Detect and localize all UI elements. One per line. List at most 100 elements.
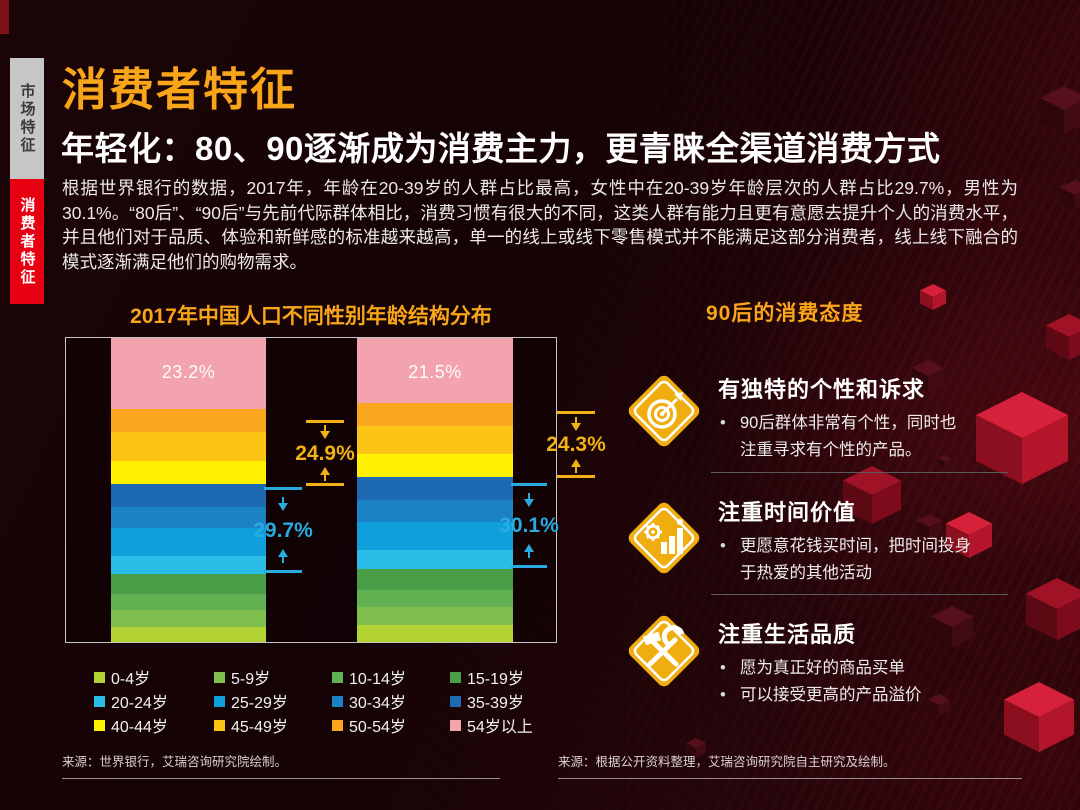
bracket-value: 30.1%: [499, 514, 559, 537]
bar-segment-男性-0-4岁: [357, 624, 513, 642]
decor-cube: [1026, 578, 1080, 640]
bracket-tick: [511, 565, 547, 568]
bar-segment-女性-5-9岁: [111, 610, 266, 627]
attitude-bullet: 可以接受更高的产品溢价: [712, 682, 992, 709]
attitude-heading-1: 有独特的个性和诉求: [718, 377, 926, 402]
legend-swatch: [94, 695, 105, 707]
bracket-male-40-54: 24.3%: [546, 411, 606, 478]
legend-item: 45-49岁: [214, 716, 332, 736]
bar-segment-女性-35-39岁: [111, 484, 266, 507]
time-value-icon: [620, 494, 708, 587]
bar-segment-女性-15-19岁: [111, 574, 266, 595]
legend-swatch: [332, 719, 343, 731]
legend-label: 10-14岁: [349, 671, 406, 688]
page-title: 消费者特征: [62, 64, 298, 115]
chart-title: 2017年中国人口不同性别年龄结构分布: [130, 305, 492, 328]
legend-label: 50-54岁: [349, 719, 406, 736]
legend-label: 5-9岁: [231, 671, 271, 688]
bar-segment-男性-30-34岁: [357, 500, 513, 522]
sidebar-tab-consumer[interactable]: 消费者特征: [10, 179, 44, 304]
attitudes-title: 90后的消费态度: [706, 302, 864, 325]
legend-item: 0-4岁: [94, 668, 214, 688]
bracket-male-20-39: 30.1%: [499, 483, 559, 568]
legend-label: 54岁以上: [467, 719, 533, 736]
legend-item: 5-9岁: [214, 668, 332, 688]
legend-swatch: [332, 671, 343, 683]
source-left: 来源：世界银行，艾瑞咨询研究院绘制。: [62, 755, 288, 769]
bar-segment-女性-10-14岁: [111, 594, 266, 611]
legend-item: 30-34岁: [332, 692, 450, 712]
arrow-down-icon: [523, 493, 535, 508]
legend-label: 0-4岁: [111, 671, 151, 688]
bracket-tick: [557, 475, 595, 478]
bar-segment-女性-30-34岁: [111, 506, 266, 528]
bar-segment-男性-50-54岁: [357, 403, 513, 426]
arrow-down-icon: [319, 425, 331, 440]
bracket-tick: [306, 483, 344, 486]
legend-swatch: [450, 719, 461, 731]
bracket-tick: [557, 411, 595, 414]
legend-item: 20-24岁: [94, 692, 214, 712]
legend-item: 10-14岁: [332, 668, 450, 688]
legend-label: 40-44岁: [111, 719, 168, 736]
bar-male: 21.5%: [357, 338, 513, 642]
bar-segment-男性-40-44岁: [357, 454, 513, 478]
bar-segment-男性-15-19岁: [357, 568, 513, 590]
attitude-heading-3: 注重生活品质: [718, 622, 857, 647]
attitude-bullets-1: 90后群体非常有个性，同时也注重寻求有个性的产品。: [712, 410, 970, 464]
bracket-tick: [511, 483, 547, 486]
legend-label: 15-19岁: [467, 671, 524, 688]
legend-item: 40-44岁: [94, 716, 214, 736]
attitude-bullet: 更愿意花钱买时间，把时间投身于热爱的其他活动: [712, 533, 978, 587]
bar-top-label-female: 23.2%: [161, 362, 216, 382]
attitude-bullets-3: 愿为真正好的商品买单 可以接受更高的产品溢价: [712, 655, 992, 709]
decor-cube: [912, 360, 944, 392]
attitude-heading-2: 注重时间价值: [718, 500, 857, 525]
bracket-value: 24.9%: [295, 441, 355, 465]
decor-cube: [931, 606, 973, 648]
legend-swatch: [450, 671, 461, 683]
bracket-tick: [264, 487, 302, 490]
legend-swatch: [214, 719, 225, 731]
legend-swatch: [94, 719, 105, 731]
divider: [711, 472, 1008, 473]
legend-item: 35-39岁: [450, 692, 600, 712]
bar-segment-女性-40-44岁: [111, 460, 266, 485]
bar-segment-男性-20-24岁: [357, 550, 513, 569]
arrow-up-icon: [570, 458, 582, 473]
bar-segment-男性-5-9岁: [357, 606, 513, 625]
population-chart: 23.2% 21.5%: [65, 337, 557, 643]
bracket-tick: [264, 570, 302, 573]
sidebar-tab-market[interactable]: 市场特征: [10, 58, 44, 179]
bar-segment-男性-45-49岁: [357, 425, 513, 455]
intro-paragraph: 根据世界银行的数据，2017年，年龄在20-39岁的人群占比最高，女性中在20-…: [62, 178, 1018, 272]
bar-segment-男性-25-29岁: [357, 521, 513, 551]
bar-top-label-male: 21.5%: [408, 362, 462, 382]
decor-cube: [686, 738, 706, 758]
source-right-line: [558, 778, 1022, 779]
bar-segment-女性-50-54岁: [111, 408, 266, 432]
legend-label: 20-24岁: [111, 695, 168, 712]
decor-cube: [920, 284, 946, 310]
bar-segment-女性-54岁以上: [111, 338, 266, 409]
arrow-up-icon: [523, 543, 535, 558]
legend-label: 30-34岁: [349, 695, 406, 712]
legend-swatch: [214, 695, 225, 707]
legend-swatch: [214, 671, 225, 683]
legend-swatch: [450, 695, 461, 707]
bar-segment-女性-45-49岁: [111, 431, 266, 461]
bracket-female-20-39: 29.7%: [253, 487, 313, 573]
bar-segment-女性-25-29岁: [111, 527, 266, 556]
legend-label: 45-49岁: [231, 719, 288, 736]
bracket-value: 29.7%: [253, 518, 313, 542]
decor-cube: [1040, 86, 1080, 134]
decor-cube: [843, 466, 901, 524]
legend-item: 50-54岁: [332, 716, 450, 736]
bracket-tick: [306, 420, 344, 423]
bar-segment-男性-10-14岁: [357, 589, 513, 607]
legend-swatch: [94, 671, 105, 683]
tools-icon: [620, 607, 708, 700]
bar-segment-女性-20-24岁: [111, 555, 266, 575]
chart-legend: 0-4岁 5-9岁 10-14岁 15-19岁 20-24岁 25-29岁 30-34岁 35…: [94, 668, 600, 736]
